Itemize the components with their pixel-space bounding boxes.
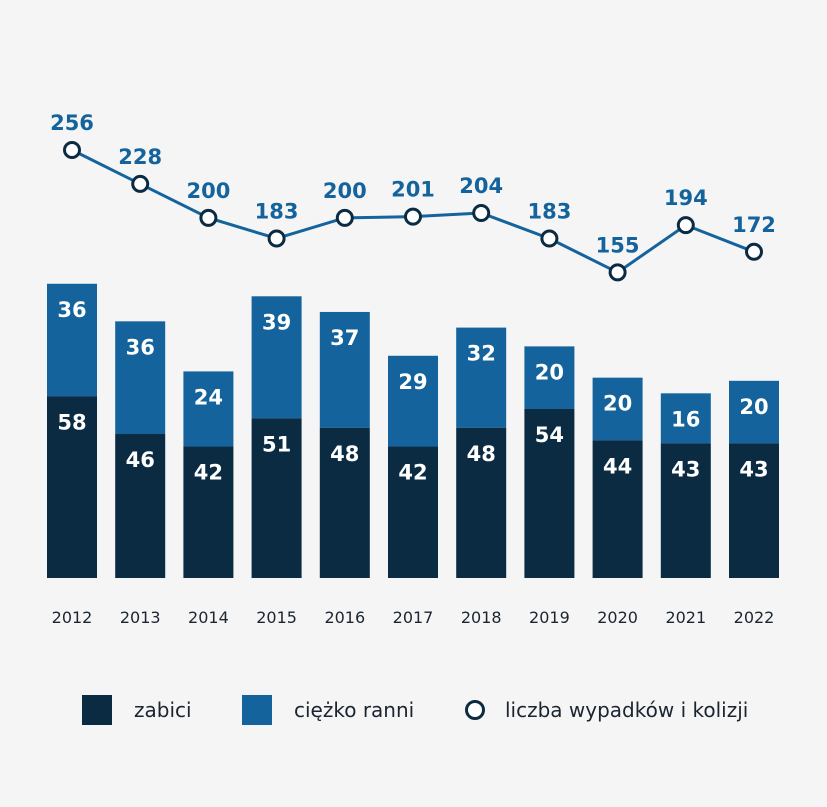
x-tick-2018: 2018 (461, 608, 502, 627)
label-killed-2021: 43 (671, 457, 700, 481)
label-killed-2017: 42 (398, 461, 427, 485)
accidents-point-2017 (404, 207, 422, 226)
x-tick-2014: 2014 (188, 608, 229, 627)
legend-label-accidents: liczba wypadków i kolizji (505, 698, 749, 722)
label-injured-2014: 24 (194, 385, 223, 409)
bar-injured-2016 (319, 311, 370, 428)
accidents-point-2019 (540, 229, 559, 248)
bar-injured-2013 (115, 321, 166, 435)
label-injured-2022: 20 (739, 395, 768, 419)
bar-killed-2017 (388, 446, 438, 578)
bar-injured-2014 (183, 371, 234, 447)
accidents-label-2015: 183 (255, 199, 299, 223)
bar-killed-2019 (524, 408, 575, 578)
legend: zabici ciężko ranni liczba wypadków i ko… (0, 688, 827, 732)
x-tick-2013: 2013 (120, 608, 161, 627)
label-injured-2020: 20 (603, 392, 632, 416)
x-tick-2019: 2019 (529, 608, 570, 627)
bar-injured-2020 (592, 377, 643, 441)
label-injured-2018: 32 (467, 342, 496, 366)
x-tick-2017: 2017 (393, 608, 434, 627)
legend-label-killed: zabici (134, 698, 192, 722)
label-killed-2014: 42 (194, 461, 223, 485)
accidents-point-2018 (472, 204, 491, 223)
accidents-label-2019: 183 (527, 199, 571, 223)
bar-killed-2022 (729, 443, 779, 578)
label-injured-2013: 36 (126, 335, 155, 359)
accidents-point-2022 (745, 242, 763, 261)
bar-injured-2021 (660, 393, 711, 444)
bar-injured-2022 (729, 380, 779, 444)
accidents-label-2018: 204 (459, 174, 503, 198)
label-injured-2019: 20 (535, 360, 564, 384)
bar-injured-2017 (388, 355, 438, 447)
label-injured-2017: 29 (398, 370, 427, 394)
legend-item-killed: zabici (82, 688, 192, 732)
legend-marker-accidents (465, 700, 485, 720)
label-killed-2013: 46 (126, 448, 155, 472)
bar-killed-2014 (183, 446, 234, 578)
accidents-point-2013 (131, 174, 150, 193)
accidents-label-2020: 155 (596, 233, 640, 257)
x-tick-2015: 2015 (256, 608, 297, 627)
accidents-point-2016 (335, 208, 354, 227)
legend-swatch-killed (82, 695, 112, 725)
accidents-label-2022: 172 (732, 213, 776, 237)
accidents-point-2014 (199, 208, 218, 227)
legend-label-injured: ciężko ranni (294, 698, 415, 722)
accidents-label-2012: 256 (50, 111, 94, 135)
bar-injured-2019 (524, 346, 575, 409)
bar-killed-2020 (592, 440, 643, 578)
label-killed-2019: 54 (535, 423, 564, 447)
label-injured-2015: 39 (262, 310, 291, 334)
chart: 36 58 36 46 24 42 39 51 37 48 29 42 32 48 20 54 20 44 16 43… (47, 111, 779, 627)
accidents-point-2012 (63, 141, 81, 159)
line-layer: 256 228 200 183 200 201 204 183 155 194 172 (50, 111, 776, 282)
x-tick-2020: 2020 (597, 608, 638, 627)
bar-injured-2018 (456, 327, 507, 428)
accidents-label-2016: 200 (323, 179, 367, 203)
bar-injured-2015 (251, 296, 302, 419)
accidents-label-2013: 228 (118, 145, 162, 169)
accidents-label-2014: 200 (186, 179, 230, 203)
label-killed-2022: 43 (739, 457, 768, 481)
label-injured-2016: 37 (330, 326, 359, 350)
bar-killed-2018 (456, 427, 507, 578)
bar-killed-2016 (319, 427, 370, 578)
x-axis-ticks: 2012 2013 2014 2015 2016 2017 2018 2019 2020 2021… (52, 608, 775, 627)
bar-layer: 36 58 36 46 24 42 39 51 37 48 29 42 32 48 20 54 20 44 16 43… (47, 283, 779, 578)
legend-item-injured: ciężko ranni (242, 688, 414, 732)
accidents-label-2017: 201 (391, 178, 435, 202)
bar-killed-2015 (251, 418, 302, 578)
bar-injured-2012 (47, 283, 97, 397)
accidents-point-2015 (267, 229, 286, 248)
x-tick-2022: 2022 (734, 608, 775, 627)
x-tick-2021: 2021 (665, 608, 706, 627)
x-tick-2012: 2012 (52, 608, 93, 627)
accidents-point-2021 (676, 216, 695, 235)
bar-killed-2021 (660, 443, 711, 578)
accidents-point-2020 (608, 263, 627, 282)
label-killed-2015: 51 (262, 432, 291, 456)
bar-killed-2013 (115, 434, 166, 578)
label-killed-2018: 48 (467, 442, 496, 466)
label-killed-2016: 48 (330, 442, 359, 466)
x-tick-2016: 2016 (324, 608, 365, 627)
legend-swatch-injured (242, 695, 272, 725)
label-killed-2012: 58 (57, 410, 86, 434)
label-killed-2020: 44 (603, 454, 632, 478)
accidents-label-2021: 194 (664, 186, 708, 210)
label-injured-2012: 36 (57, 298, 86, 322)
bar-killed-2012 (47, 396, 97, 578)
legend-item-accidents: liczba wypadków i kolizji (465, 688, 748, 732)
label-injured-2021: 16 (671, 407, 700, 431)
